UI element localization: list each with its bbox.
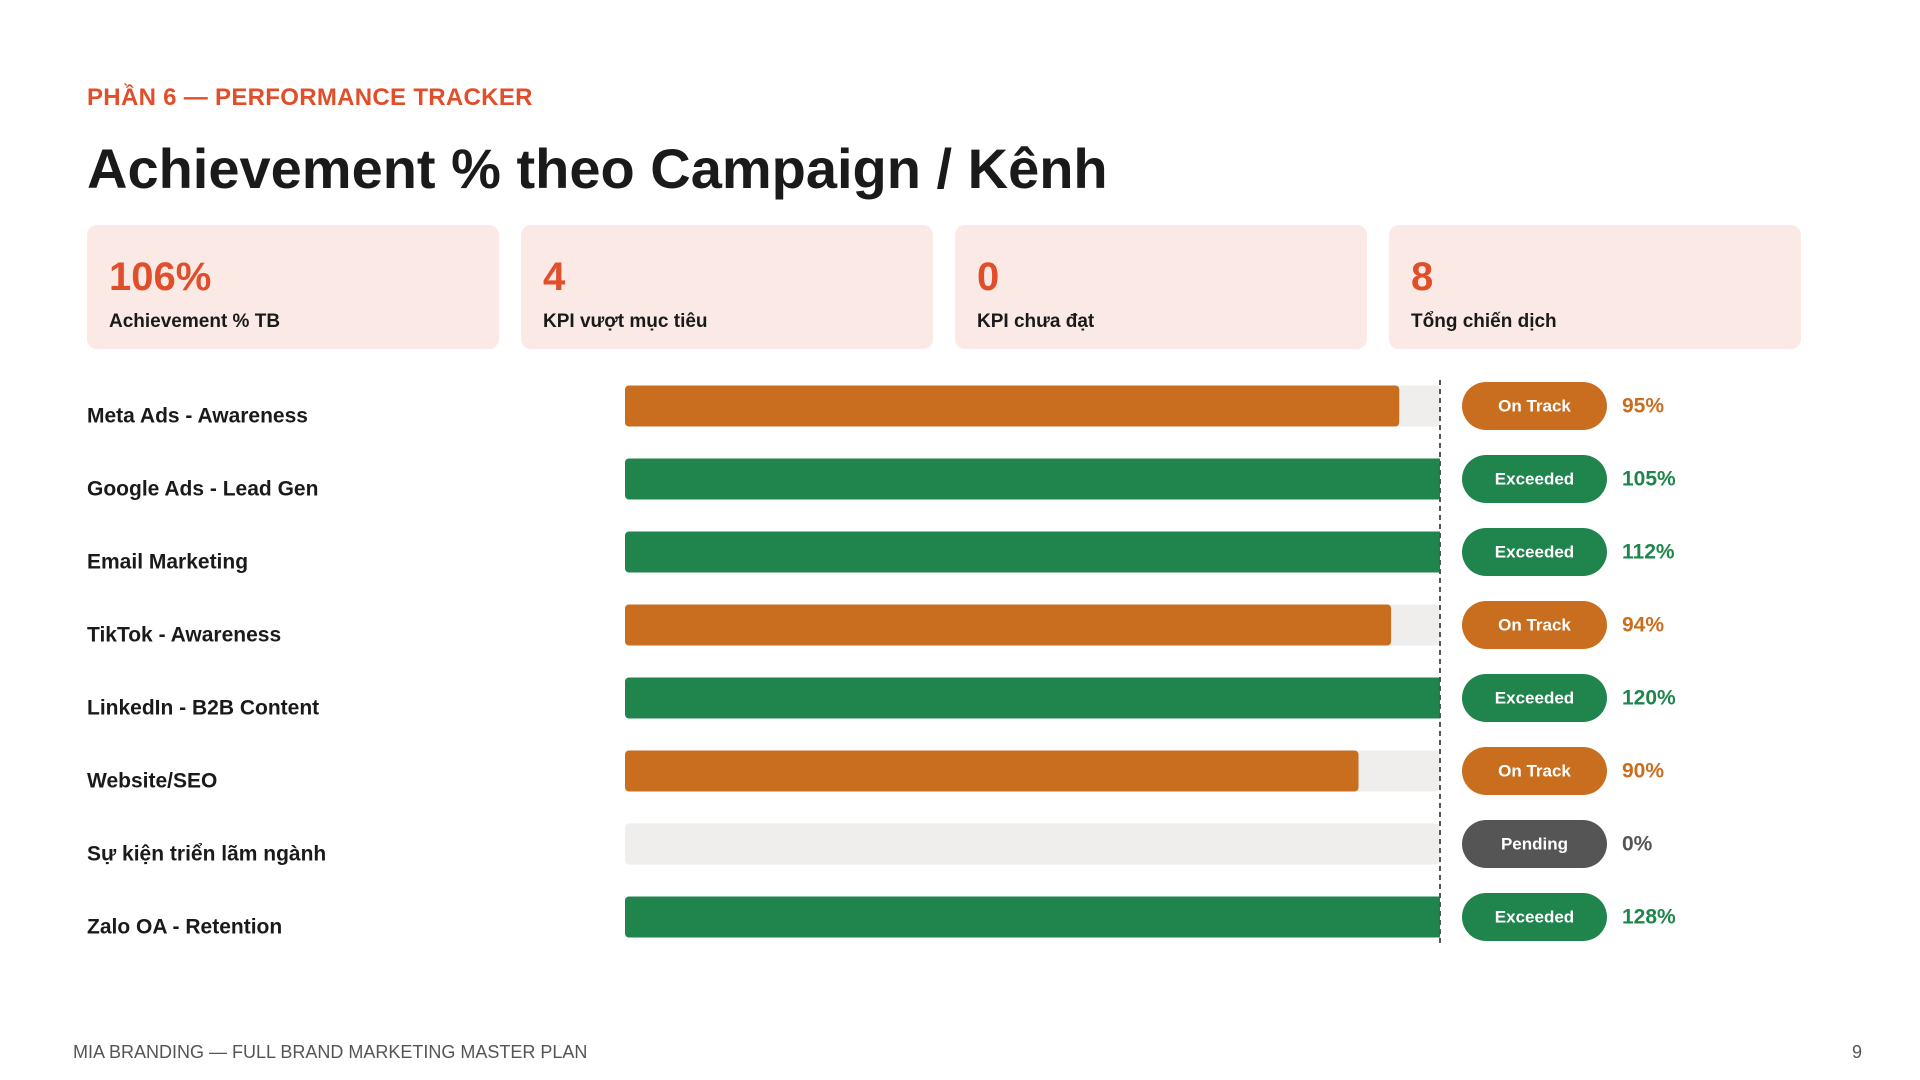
kpi-card: 0 KPI chưa đạt (955, 225, 1367, 349)
kpi-card: 106% Achievement % TB (87, 225, 499, 349)
bar (625, 677, 1440, 719)
bar (625, 531, 1440, 573)
bar (625, 750, 1359, 792)
chart: Meta Ads - Awareness On Track 95% Google Ad… (87, 380, 1676, 943)
value-label: 112% (1622, 541, 1675, 564)
status-label: Exceeded (1495, 469, 1574, 488)
value-label: 90% (1622, 760, 1664, 783)
kpi-label: KPI chưa đạt (977, 311, 1095, 332)
category-label: Google Ads - Lead Gen (87, 478, 318, 501)
status-label: On Track (1498, 615, 1571, 634)
status-label: Exceeded (1495, 688, 1574, 707)
status-badge (1462, 382, 1607, 430)
kpi-label: Tổng chiến dịch (1411, 311, 1557, 332)
status-badge (1462, 820, 1607, 868)
kpi-label: KPI vượt mục tiêu (543, 311, 708, 332)
kpi-card: 8 Tổng chiến dịch (1389, 225, 1801, 349)
value-label: 95% (1622, 395, 1664, 418)
status-badge (1462, 674, 1607, 722)
category-label: Email Marketing (87, 551, 248, 574)
section-label: PHẦN 6 — PERFORMANCE TRACKER (87, 84, 533, 111)
value-label: 94% (1622, 614, 1664, 637)
status-badge (1462, 528, 1607, 576)
kpi-value: 8 (1411, 255, 1434, 299)
status-label: On Track (1498, 761, 1571, 780)
kpi-value: 4 (543, 255, 566, 299)
category-label: Sự kiện triển lãm ngành (87, 843, 326, 866)
category-label: LinkedIn - B2B Content (87, 697, 319, 720)
bar (625, 896, 1440, 938)
value-label: 128% (1622, 906, 1676, 929)
status-label: Exceeded (1495, 907, 1574, 926)
category-label: Meta Ads - Awareness (87, 405, 308, 428)
status-badge (1462, 893, 1607, 941)
value-label: 105% (1622, 468, 1676, 491)
bars (625, 385, 1440, 938)
kpi-value: 106% (109, 255, 212, 299)
value-label: 0% (1622, 833, 1653, 856)
category-label: TikTok - Awareness (87, 624, 281, 647)
status-badge (1462, 455, 1607, 503)
status-label: Pending (1501, 834, 1568, 853)
bar (625, 385, 1400, 427)
status-badge (1462, 747, 1607, 795)
status-label: Exceeded (1495, 542, 1574, 561)
bar (625, 604, 1392, 646)
kpi-value: 0 (977, 255, 1000, 299)
category-label: Website/SEO (87, 770, 217, 793)
status-badge (1462, 601, 1607, 649)
footer-text: MIA BRANDING — FULL BRAND MARKETING MAST… (73, 1042, 588, 1062)
page-number: 9 (1852, 1042, 1863, 1062)
value-label: 120% (1622, 687, 1676, 710)
bar-track (625, 823, 1440, 865)
category-label: Zalo OA - Retention (87, 916, 282, 939)
kpi-label: Achievement % TB (109, 311, 281, 332)
status-label: On Track (1498, 396, 1571, 415)
kpi-card: 4 KPI vượt mục tiêu (521, 225, 933, 349)
bar (625, 458, 1440, 500)
slide-title: Achievement % theo Campaign / Kênh (87, 137, 1108, 200)
